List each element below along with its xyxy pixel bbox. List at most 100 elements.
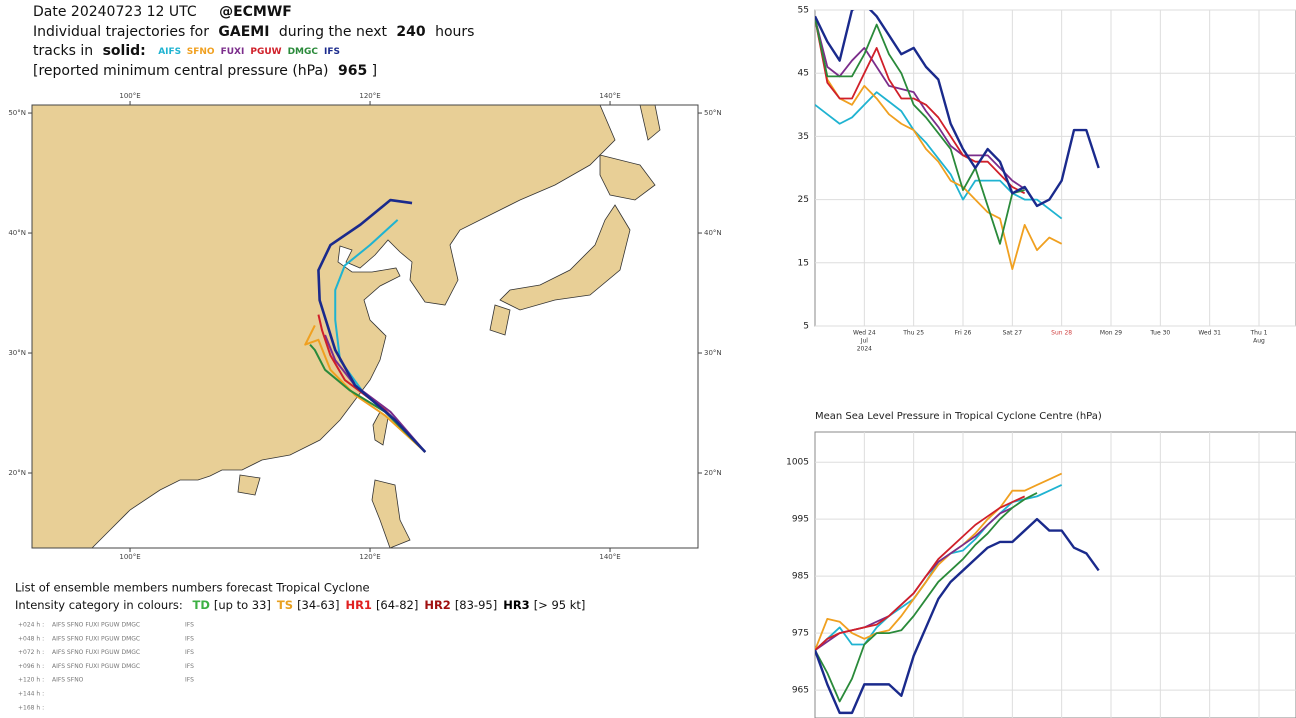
- map-frame: [31, 104, 699, 549]
- row-members: AIFS SFNO: [52, 677, 84, 684]
- category-range: [34-63]: [297, 598, 339, 612]
- track: [304, 324, 426, 453]
- legend-line: Intensity category in colours: TD [up to …: [15, 598, 585, 612]
- source: @ECMWF: [219, 4, 292, 20]
- series-line: [815, 18, 1025, 245]
- pressure-chart: Mean Sea Level Pressure in Tropical Cycl…: [786, 411, 1296, 718]
- hokkaido: [599, 154, 656, 201]
- header-text: tracks in: [33, 43, 93, 59]
- header-text: solid:: [103, 43, 146, 59]
- category-name: HR3: [503, 598, 529, 612]
- x-tick-label: Fri 26: [955, 330, 972, 337]
- y-tick-label: 30°N: [704, 349, 722, 357]
- series-line: [815, 18, 1063, 271]
- sakhalin: [639, 105, 661, 141]
- lines: [815, 472, 1100, 715]
- legend-entry: PGUW: [250, 47, 281, 57]
- x-tick-label: 140°E: [599, 92, 620, 100]
- category-name: HR2: [424, 598, 450, 612]
- x-tick-label: Jul: [860, 338, 869, 345]
- hours: 240: [396, 24, 425, 40]
- series-line: [815, 517, 1100, 715]
- x-tick-label: 2024: [857, 346, 872, 353]
- x-tick-label: Tue 30: [1149, 330, 1170, 337]
- x-tick-label: Thu 1: [1250, 330, 1268, 337]
- series-line: [815, 472, 1063, 651]
- header-line: [reported minimum central pressure (hPa)…: [33, 63, 377, 79]
- kyushu: [489, 304, 511, 336]
- plot-area: [814, 9, 1296, 327]
- category-name: HR1: [345, 598, 371, 612]
- row-lead: +120 h :: [18, 677, 44, 684]
- y-tick-label: 40°N: [8, 229, 26, 237]
- row-members: AIFS SFNO FUXI PGUW DMGC: [52, 635, 140, 642]
- x-tick-label: 120°E: [359, 553, 380, 561]
- legend-rows: +024 h : AIFS SFNO FUXI PGUW DMGC IFS +048 …: [18, 622, 194, 712]
- series-line: [815, 492, 1038, 703]
- y-tick-label: 35: [798, 132, 809, 142]
- x-tick-label: 100°E: [119, 553, 140, 561]
- x-tick-label: Mon 29: [1100, 330, 1122, 337]
- x-tick-label: 120°E: [359, 92, 380, 100]
- luzon: [371, 479, 411, 548]
- y-tick-label: 50°N: [704, 109, 722, 117]
- chart-title: Mean Sea Level Pressure in Tropical Cycl…: [815, 411, 1102, 422]
- row-last: IFS: [185, 635, 194, 642]
- category-range: [64-82]: [376, 598, 418, 612]
- map-layer: 100°E 100°E 120°E 120°E 140°E 140°E 20°N 20°N 30…: [8, 92, 721, 561]
- legend-entry: DMGC: [288, 47, 319, 57]
- row-lead: +048 h :: [18, 635, 44, 642]
- category-name: TD: [192, 598, 209, 612]
- y-tick-label: 20°N: [704, 469, 722, 477]
- row-lead: +144 h :: [18, 691, 44, 698]
- hainan: [237, 474, 261, 496]
- y-tick-label: 985: [792, 572, 809, 582]
- legend-line: List of ensemble members numbers forecas…: [15, 581, 370, 595]
- header-line: Individual trajectories for GAEMI during…: [33, 24, 474, 40]
- x-tick-label: 100°E: [119, 92, 140, 100]
- x-tick-label: 140°E: [599, 553, 620, 561]
- y-tick-label: 50°N: [8, 109, 26, 117]
- honshu: [499, 204, 631, 311]
- row-last: IFS: [185, 649, 194, 656]
- land: [32, 105, 661, 548]
- track: [317, 198, 427, 453]
- header-text: [reported minimum central pressure (hPa): [33, 63, 329, 79]
- x-tick-label: Wed 24: [853, 330, 876, 337]
- category-range: [up to 33]: [214, 598, 271, 612]
- x-tick-label: Sun 28: [1051, 330, 1072, 337]
- row-lead: +168 h :: [18, 704, 44, 711]
- y-tick-label: 975: [792, 629, 809, 639]
- header-text: during the next: [279, 24, 388, 40]
- legend-entry: SFNO: [187, 47, 215, 57]
- y-tick-label: 30°N: [8, 349, 26, 357]
- legend-entry: FUXI: [221, 47, 245, 57]
- pressure: 965: [338, 63, 367, 79]
- row-last: IFS: [185, 663, 194, 670]
- x-tick-label: Sat 27: [1003, 330, 1023, 337]
- lines: [815, 10, 1100, 271]
- plot-area: [814, 431, 1296, 718]
- y-tick-label: 45: [798, 69, 809, 79]
- x-tick-label: Wed 31: [1198, 330, 1221, 337]
- legend-text: Intensity category in colours:: [15, 598, 183, 612]
- y-tick-label: 55: [798, 6, 809, 16]
- y-tick-label: 965: [792, 686, 809, 696]
- row-members: AIFS SFNO FUXI PGUW DMGC: [52, 663, 140, 670]
- row-lead: +096 h :: [18, 663, 44, 670]
- x-tick-label: Aug: [1253, 338, 1265, 345]
- y-tick-label: 995: [792, 515, 809, 525]
- row-last: IFS: [185, 677, 194, 684]
- mainland: [32, 105, 616, 548]
- header-line: Date 20240723 12 UTC @ECMWF: [33, 4, 292, 20]
- series-line: [815, 18, 1026, 195]
- row-last: IFS: [185, 622, 194, 629]
- tracks: [304, 198, 427, 453]
- y-tick-label: 5: [803, 322, 809, 332]
- category-range: [> 95 kt]: [534, 598, 586, 612]
- header-text: hours: [435, 24, 474, 40]
- y-tick-label: 40°N: [704, 229, 722, 237]
- category-name: TS: [277, 598, 293, 612]
